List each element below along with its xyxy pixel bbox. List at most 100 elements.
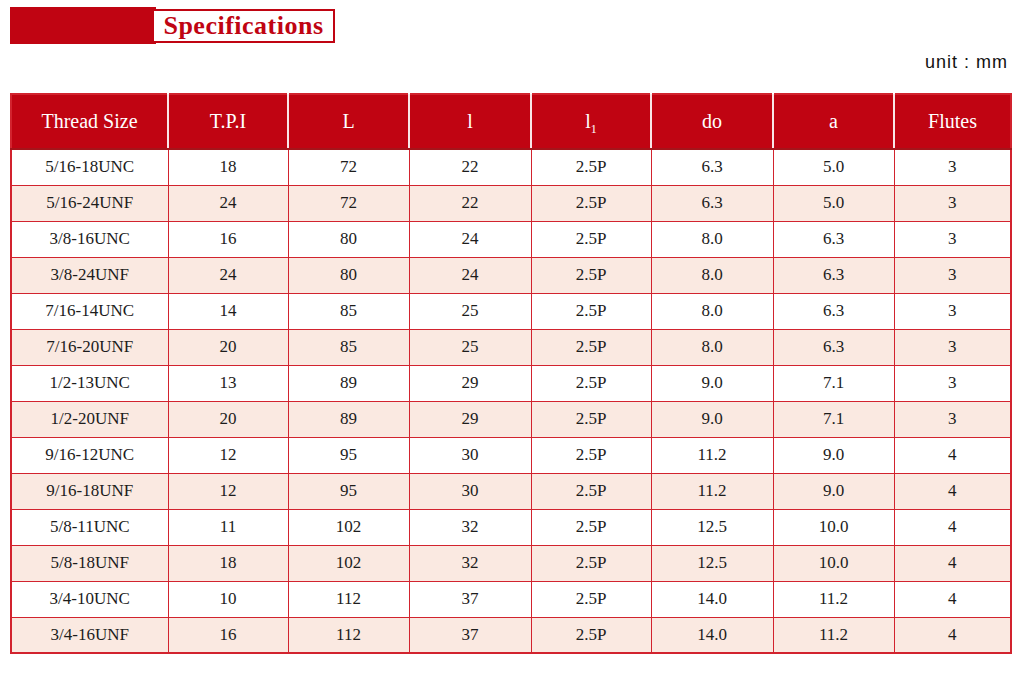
column-header: l <box>409 94 531 149</box>
table-cell: 9/16-18UNF <box>11 473 168 509</box>
table-row: 3/8-24UNF2480242.5P8.06.33 <box>11 257 1011 293</box>
table-cell: 2.5P <box>531 149 651 185</box>
table-cell: 4 <box>894 545 1011 581</box>
table-cell: 2.5P <box>531 221 651 257</box>
table-cell: 2.5P <box>531 185 651 221</box>
table-cell: 5/8-11UNC <box>11 509 168 545</box>
table-cell: 3 <box>894 221 1011 257</box>
table-cell: 7/16-14UNC <box>11 293 168 329</box>
table-cell: 12.5 <box>651 545 773 581</box>
table-cell: 8.0 <box>651 257 773 293</box>
table-cell: 6.3 <box>651 185 773 221</box>
page-title-text: Specifications <box>163 11 323 41</box>
table-cell: 20 <box>168 329 288 365</box>
column-header: do <box>651 94 773 149</box>
table-cell: 10.0 <box>773 545 894 581</box>
table-cell: 24 <box>168 257 288 293</box>
column-header: l1 <box>531 94 651 149</box>
table-cell: 3 <box>894 329 1011 365</box>
table-cell: 12.5 <box>651 509 773 545</box>
table-cell: 89 <box>288 401 409 437</box>
table-cell: 6.3 <box>773 257 894 293</box>
table-cell: 18 <box>168 545 288 581</box>
table-cell: 2.5P <box>531 509 651 545</box>
table-cell: 2.5P <box>531 581 651 617</box>
table-cell: 4 <box>894 617 1011 653</box>
table-cell: 24 <box>168 185 288 221</box>
table-cell: 2.5P <box>531 257 651 293</box>
table-cell: 2.5P <box>531 473 651 509</box>
table-cell: 22 <box>409 185 531 221</box>
specifications-table: Thread SizeT.P.ILll1doaFlutes 5/16-18UNC… <box>10 93 1012 654</box>
table-row: 9/16-18UNF1295302.5P11.29.04 <box>11 473 1011 509</box>
table-cell: 3 <box>894 293 1011 329</box>
table-cell: 85 <box>288 293 409 329</box>
table-cell: 1/2-13UNC <box>11 365 168 401</box>
table-cell: 6.3 <box>773 293 894 329</box>
table-cell: 72 <box>288 149 409 185</box>
table-cell: 2.5P <box>531 293 651 329</box>
table-cell: 12 <box>168 437 288 473</box>
table-body: 5/16-18UNC1872222.5P6.35.035/16-24UNF247… <box>11 149 1011 653</box>
table-cell: 13 <box>168 365 288 401</box>
table-cell: 37 <box>409 581 531 617</box>
table-cell: 3/4-16UNF <box>11 617 168 653</box>
table-cell: 11.2 <box>651 437 773 473</box>
table-cell: 3 <box>894 149 1011 185</box>
table-cell: 2.5P <box>531 437 651 473</box>
table-cell: 9.0 <box>773 473 894 509</box>
table-cell: 3/8-16UNC <box>11 221 168 257</box>
table-cell: 6.3 <box>651 149 773 185</box>
table-cell: 95 <box>288 473 409 509</box>
table-cell: 32 <box>409 545 531 581</box>
table-cell: 14.0 <box>651 617 773 653</box>
table-row: 5/8-11UNC11102322.5P12.510.04 <box>11 509 1011 545</box>
table-row: 7/16-20UNF2085252.5P8.06.33 <box>11 329 1011 365</box>
unit-label: unit : mm <box>925 52 1008 73</box>
table-row: 1/2-20UNF2089292.5P9.07.13 <box>11 401 1011 437</box>
table-cell: 24 <box>409 221 531 257</box>
table-cell: 112 <box>288 581 409 617</box>
table-header-row: Thread SizeT.P.ILll1doaFlutes <box>11 94 1011 149</box>
table-cell: 5/16-18UNC <box>11 149 168 185</box>
table-cell: 7/16-20UNF <box>11 329 168 365</box>
table-cell: 3 <box>894 185 1011 221</box>
table-cell: 11.2 <box>773 617 894 653</box>
table-cell: 3 <box>894 365 1011 401</box>
table-cell: 5/8-18UNF <box>11 545 168 581</box>
table-row: 7/16-14UNC1485252.5P8.06.33 <box>11 293 1011 329</box>
table-cell: 14 <box>168 293 288 329</box>
table-cell: 18 <box>168 149 288 185</box>
table-cell: 2.5P <box>531 545 651 581</box>
table-cell: 37 <box>409 617 531 653</box>
table-row: 1/2-13UNC1389292.5P9.07.13 <box>11 365 1011 401</box>
table-cell: 4 <box>894 437 1011 473</box>
table-cell: 3 <box>894 401 1011 437</box>
table-cell: 16 <box>168 617 288 653</box>
table-cell: 6.3 <box>773 329 894 365</box>
table-row: 5/16-18UNC1872222.5P6.35.03 <box>11 149 1011 185</box>
table-cell: 12 <box>168 473 288 509</box>
column-header: T.P.I <box>168 94 288 149</box>
table-cell: 7.1 <box>773 401 894 437</box>
table-cell: 10 <box>168 581 288 617</box>
table-cell: 5.0 <box>773 185 894 221</box>
table-cell: 32 <box>409 509 531 545</box>
table-cell: 7.1 <box>773 365 894 401</box>
table-cell: 9.0 <box>651 401 773 437</box>
table-row: 3/8-16UNC1680242.5P8.06.33 <box>11 221 1011 257</box>
table-cell: 10.0 <box>773 509 894 545</box>
table-cell: 3 <box>894 257 1011 293</box>
table-cell: 3/8-24UNF <box>11 257 168 293</box>
table-cell: 8.0 <box>651 329 773 365</box>
table-cell: 29 <box>409 365 531 401</box>
table-cell: 2.5P <box>531 617 651 653</box>
column-header: Thread Size <box>11 94 168 149</box>
table-cell: 9.0 <box>651 365 773 401</box>
table-cell: 102 <box>288 509 409 545</box>
table-cell: 95 <box>288 437 409 473</box>
table-cell: 25 <box>409 293 531 329</box>
table-row: 9/16-12UNC1295302.5P11.29.04 <box>11 437 1011 473</box>
table-cell: 1/2-20UNF <box>11 401 168 437</box>
column-header: L <box>288 94 409 149</box>
